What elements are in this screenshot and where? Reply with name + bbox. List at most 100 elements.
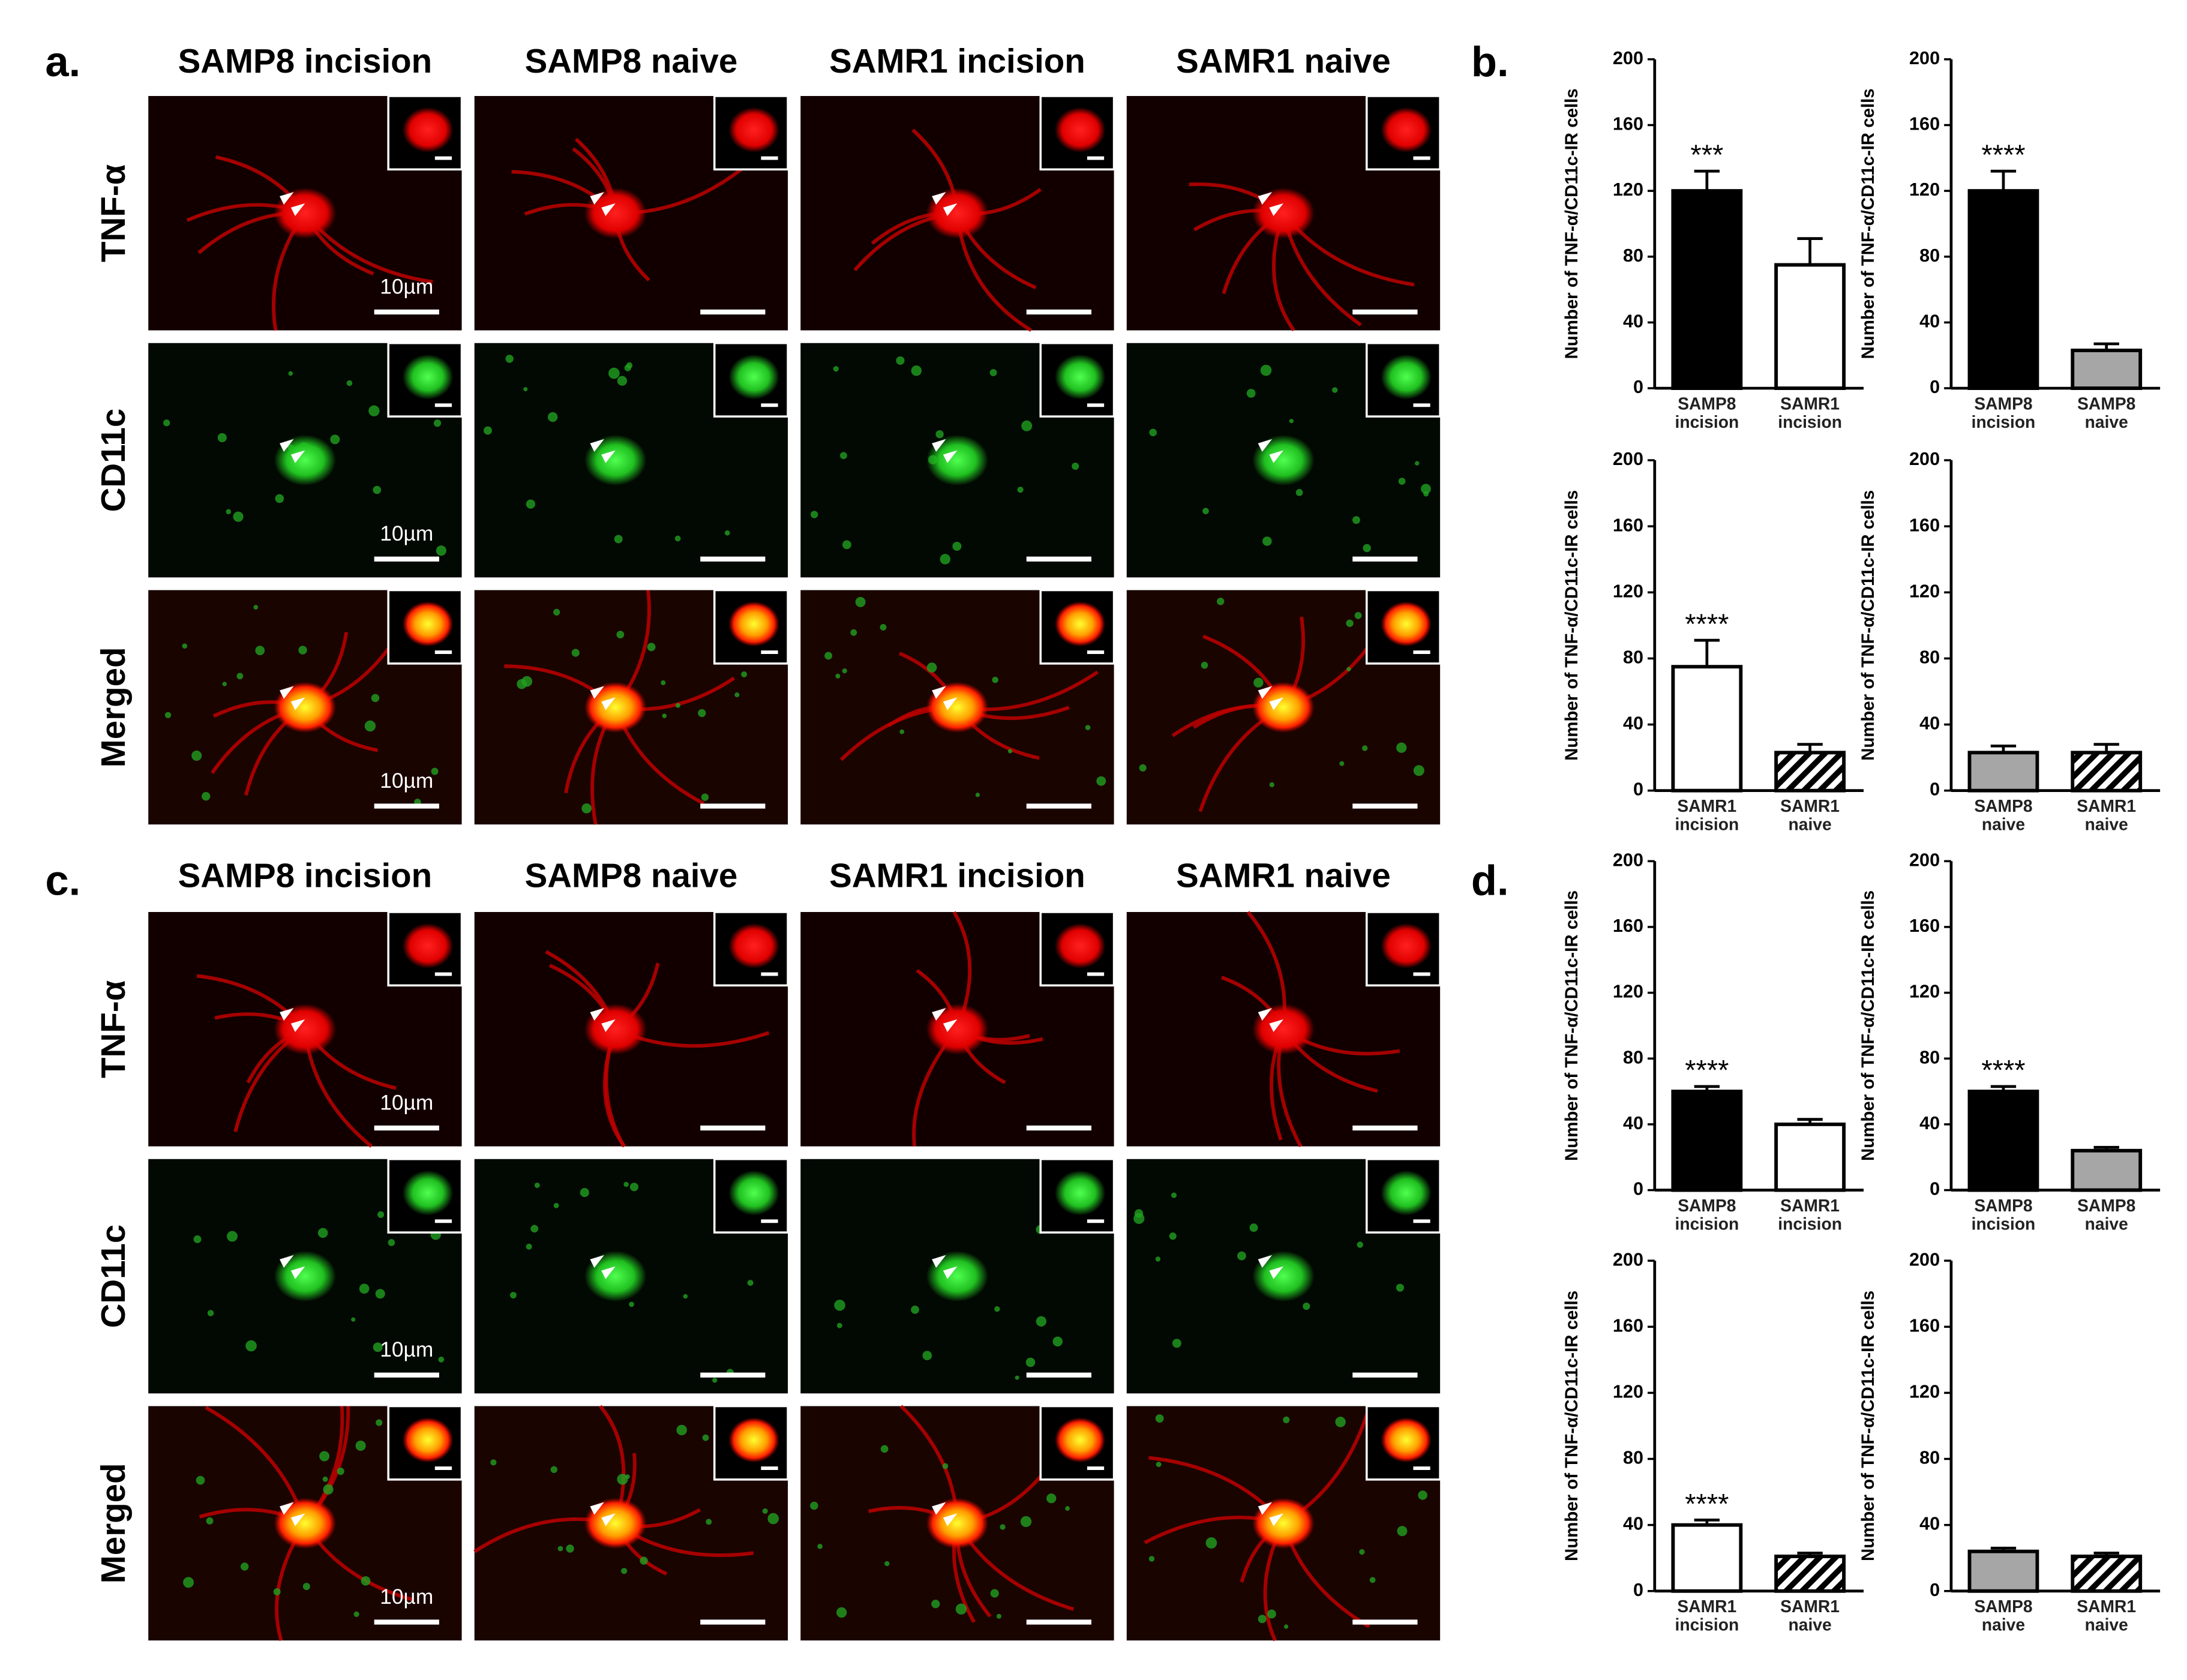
speck: [608, 367, 620, 379]
cell-body: [1252, 1498, 1315, 1549]
micrograph: [800, 95, 1115, 332]
speck: [935, 430, 944, 439]
speck: [351, 1317, 356, 1322]
bar: [2071, 1148, 2143, 1192]
speck: [581, 803, 592, 814]
speck: [275, 494, 284, 503]
speck: [1217, 598, 1225, 605]
column-header: SAMR1 incision: [829, 42, 1085, 80]
y-tick-label: 80: [1919, 1448, 1940, 1468]
row-label: TNF-α: [94, 164, 132, 262]
arrowhead: [601, 1019, 616, 1032]
speck: [202, 791, 211, 801]
speck: [942, 1463, 949, 1469]
speck: [842, 540, 851, 550]
speck: [217, 433, 227, 443]
speck: [734, 692, 740, 698]
inset-cell: [1054, 601, 1106, 647]
scale-label: 10µm: [380, 522, 433, 545]
scale-label: 10µm: [380, 1091, 433, 1114]
x-label-box: SAMR1 incision: [1778, 395, 1842, 432]
cell-body: [1252, 1003, 1315, 1055]
speck: [163, 419, 170, 427]
row-label: CD11c: [94, 1225, 132, 1328]
inset-cell: [1054, 354, 1106, 400]
cell-body: [274, 1498, 337, 1549]
cell-body: [274, 187, 337, 239]
y-tick-label: 120: [1909, 179, 1940, 200]
speck: [662, 713, 667, 718]
speck: [1246, 389, 1256, 398]
speck: [226, 509, 232, 515]
speck: [1397, 1526, 1408, 1537]
panel-letter: b.: [1471, 38, 1509, 85]
x-tick-label: SAMP8 incision: [1675, 395, 1739, 433]
speck: [433, 419, 442, 427]
speck: [373, 1342, 383, 1352]
row-label: TNF-α: [94, 980, 132, 1078]
micrograph: [800, 911, 1115, 1147]
bar: [1967, 1090, 2039, 1192]
arrowhead: [601, 450, 616, 463]
arrowhead: [280, 1255, 294, 1268]
speck: [940, 554, 951, 565]
speck: [571, 649, 580, 657]
row-label: CD11c: [94, 409, 132, 512]
x-tick-label: SAMP8 naive: [1974, 797, 2033, 835]
arrowhead: [1269, 1266, 1283, 1279]
speck: [233, 511, 244, 522]
speck: [1359, 1549, 1365, 1555]
significance: ****: [1981, 1054, 2025, 1086]
arrowhead: [1258, 1255, 1273, 1268]
column-header: SAMP8 naive: [525, 856, 738, 894]
arrowhead: [943, 203, 958, 216]
arrowhead: [932, 1502, 946, 1515]
speck: [183, 1577, 194, 1588]
speck: [346, 380, 353, 386]
speck: [1139, 764, 1147, 772]
arrowhead: [932, 1255, 946, 1268]
cell-body: [926, 1250, 989, 1302]
inset-cell: [402, 107, 454, 153]
speck: [880, 1445, 889, 1453]
y-axis-label: Number of TNF-α/CD11c-IR cells: [1562, 490, 1582, 761]
speck: [1021, 420, 1033, 431]
arrowhead: [290, 1513, 305, 1526]
x-label-box: SAMR1 naive: [1780, 797, 1840, 834]
speck: [1414, 461, 1420, 466]
arrowhead: [932, 192, 946, 205]
x-tick-label: SAMR1 naive: [2077, 1598, 2137, 1636]
speck: [227, 1231, 238, 1242]
speck: [712, 1378, 718, 1383]
x-label-box: SAMP8 incision: [1675, 395, 1739, 433]
inset-cell: [728, 107, 779, 153]
speck: [1155, 1414, 1164, 1423]
micrograph: [474, 342, 789, 578]
x-tick-label: SAMR1 incision: [1778, 1197, 1842, 1234]
arrowhead: [932, 439, 946, 452]
inset-cell: [402, 354, 454, 400]
y-tick-label: 0: [1930, 779, 1940, 800]
speck: [817, 1543, 823, 1549]
speck: [288, 371, 293, 376]
cell-body: [274, 682, 337, 733]
speck: [683, 1294, 688, 1299]
speck: [675, 703, 680, 708]
y-tick-label: 160: [1613, 515, 1643, 535]
speck: [580, 1187, 589, 1198]
speck: [1289, 419, 1294, 424]
x-label-box: SAMP8 naive: [1974, 797, 2033, 835]
y-tick-label: 200: [1909, 48, 1940, 68]
arrowhead: [590, 1008, 604, 1021]
y-tick-label: 40: [1919, 1514, 1940, 1534]
speck: [1421, 484, 1431, 494]
speck: [698, 709, 706, 718]
speck: [1418, 1490, 1427, 1500]
speck: [1283, 1416, 1290, 1423]
micrograph: [1126, 911, 1441, 1147]
x-tick-label: SAMR1 incision: [1675, 797, 1739, 835]
speck: [368, 405, 380, 416]
y-tick-label: 0: [1633, 377, 1643, 397]
y-tick-label: 160: [1909, 114, 1940, 134]
speck: [364, 720, 376, 732]
